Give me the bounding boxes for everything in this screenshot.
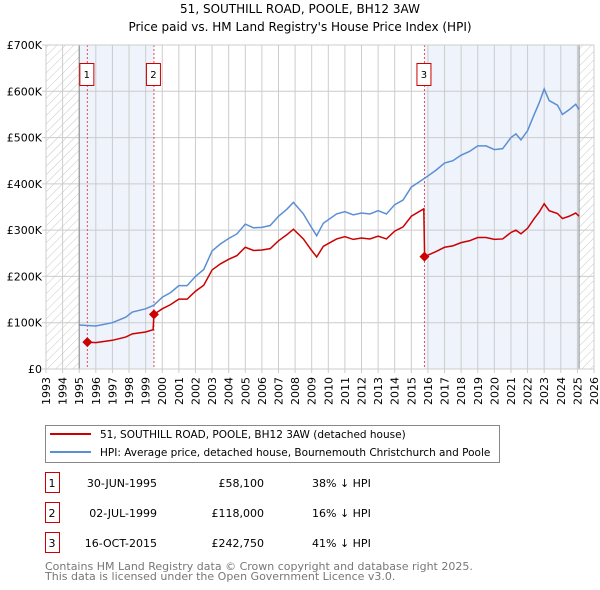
x-tick-label: 2026 [588,377,600,405]
sale-table-row: 1 30-JUN-1995 £58,100 38% ↓ HPI [45,472,371,493]
x-tick-label: 2009 [306,377,319,405]
sale-table-row: 2 02-JUL-1999 £118,000 16% ↓ HPI [45,502,371,523]
x-tick-label: 2010 [322,377,335,405]
chart-title: 51, SOUTHILL ROAD, POOLE, BH12 3AW [180,2,420,16]
x-tick-label: 2003 [206,377,219,405]
x-tick-label: 1997 [106,377,119,405]
x-tick-label: 2014 [389,377,402,405]
sale-price: £118,000 [212,507,265,520]
shaded-range [79,45,154,369]
x-tick-label: 2000 [156,377,169,405]
sale-number-box [45,472,60,493]
y-tick-label: £700K [7,39,43,52]
x-tick-label: 2002 [189,377,202,405]
property-price-line [87,202,580,344]
sale-hpi-diff: 38% ↓ HPI [312,477,371,490]
x-tick-label: 2011 [339,377,352,405]
x-tick-label: 1995 [73,377,86,405]
x-tick-label: 2008 [289,377,302,405]
plot-border [45,44,595,370]
sale-date: 16-OCT-2015 [85,537,157,550]
sale-table-row: 3 16-OCT-2015 £242,750 41% ↓ HPI [45,532,371,553]
x-tick-label: 2004 [223,377,236,405]
footer-copyright: Contains HM Land Registry data © Crown c… [45,560,473,573]
sale-number: 2 [49,507,56,520]
x-tick-label: 1998 [123,377,136,405]
x-tick-label: 1996 [90,377,103,405]
x-tick-label: 2001 [173,377,186,405]
x-tick-label: 2012 [356,377,369,405]
sale-price: £58,100 [219,477,265,490]
y-tick-label: £500K [7,132,43,145]
sale-hpi-diff: 16% ↓ HPI [312,507,371,520]
x-tick-label: 2007 [272,377,285,405]
y-tick-label: £100K [7,317,43,330]
x-tick-label: 1994 [57,377,70,405]
x-tick-label: 2023 [538,377,551,405]
sale-price: £242,750 [212,537,265,550]
y-tick-label: £400K [7,178,43,191]
legend-label-hpi: HPI: Average price, detached house, Bour… [100,447,490,459]
x-tick-label: 2019 [472,377,485,405]
x-tick-label: 2016 [422,377,435,405]
legend-label-property: 51, SOUTHILL ROAD, POOLE, BH12 3AW (deta… [100,429,406,441]
legend-box [45,425,500,463]
hatched-range [579,45,594,369]
x-tick-label: 2015 [405,377,418,405]
chart-subtitle: Price paid vs. HM Land Registry's House … [128,20,471,34]
y-tick-label: £300K [7,224,43,237]
x-tick-label: 2025 [571,377,584,405]
sale-number: 3 [49,537,56,550]
sale-hpi-diff: 41% ↓ HPI [312,537,371,550]
shaded-range [424,45,580,369]
x-tick-label: 2024 [555,377,568,405]
hpi-line [79,86,580,327]
x-tick-label: 2018 [455,377,468,405]
x-tick-label: 1999 [140,377,153,405]
sale-point [419,251,430,262]
y-tick-label: £600K [7,85,43,98]
x-tick-label: 2006 [256,377,269,405]
y-tick-label: £0 [28,363,42,376]
x-tick-label: 2005 [239,377,252,405]
sale-marker-number: 2 [150,70,156,81]
x-tick-label: 2022 [522,377,535,405]
x-tick-label: 2020 [488,377,501,405]
footer-licence: This data is licensed under the Open Gov… [44,570,395,583]
sale-number-box [45,502,60,523]
x-tick-label: 2021 [505,377,518,405]
sale-marker-number: 1 [84,70,90,81]
sale-number: 1 [49,477,56,490]
sale-marker-box [145,63,161,86]
y-tick-label: £200K [7,270,43,283]
x-tick-label: 2013 [372,377,385,405]
sale-date: 30-JUN-1995 [87,477,157,490]
x-tick-label: 2017 [439,377,452,405]
sale-marker-number: 3 [421,70,427,81]
sale-marker-box [79,63,95,86]
sale-point [82,337,93,348]
sale-point [148,309,159,320]
sale-number-box [45,532,60,553]
sale-marker-box [416,63,432,86]
sale-date: 02-JUL-1999 [89,507,157,520]
x-tick-label: 1993 [40,377,53,405]
